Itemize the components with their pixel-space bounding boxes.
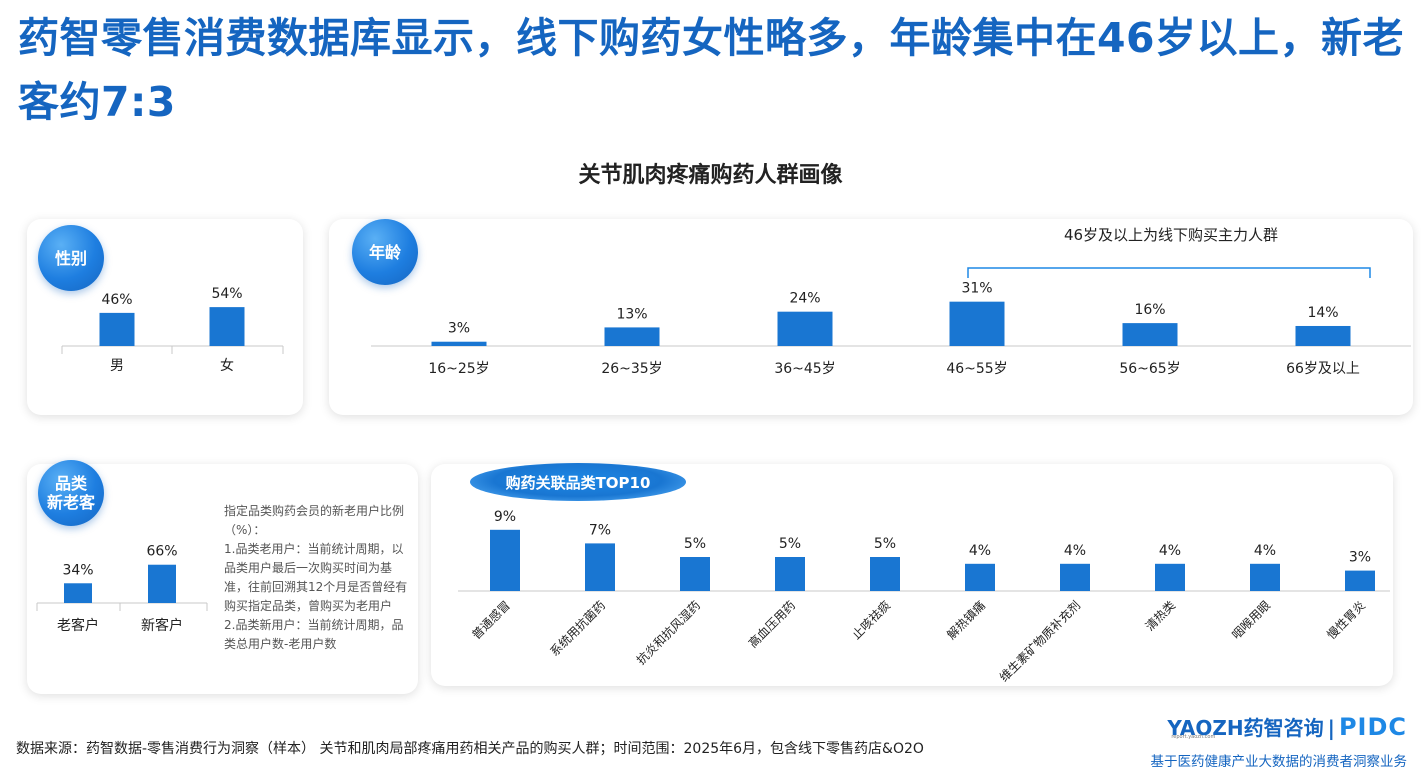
age-bar: [1122, 323, 1178, 346]
customer-bar: [64, 583, 92, 603]
age-category-label: 56~65岁: [1119, 361, 1180, 377]
related-value-label: 5%: [684, 536, 706, 552]
chart-subtitle: 关节肌肉疼痛购药人群画像: [578, 163, 843, 188]
related-bar: [1155, 563, 1185, 591]
brand-cn: 药智咨询: [1243, 716, 1324, 740]
customer-bar: [148, 564, 176, 603]
related-value-label: 9%: [494, 509, 516, 525]
age-value-label: 31%: [961, 281, 992, 297]
age-bar: [1295, 325, 1351, 346]
related-value-label: 4%: [1159, 543, 1181, 559]
gender-value-label: 54%: [211, 286, 242, 302]
brand-separator: |: [1327, 716, 1335, 740]
age-value-label: 16%: [1134, 302, 1165, 318]
related-category-label: 咽喉用眼: [1229, 598, 1273, 642]
brand-tagline: 基于医药健康产业大数据的消费者洞察业务: [1150, 754, 1408, 770]
age-bar: [431, 341, 487, 346]
age-bar: [777, 311, 833, 346]
related-bar: [1250, 563, 1280, 591]
gender-category-label: 男: [110, 358, 124, 374]
related-category-label: 维生素矿物质补充剂: [996, 598, 1083, 685]
customer-category-label: 新客户: [141, 617, 183, 634]
age-card: [329, 219, 1413, 415]
gender-value-label: 46%: [101, 292, 132, 308]
age-bar: [604, 327, 660, 346]
age-value-label: 3%: [448, 321, 470, 337]
page-title: 药智零售消费数据库显示，线下购药女性略多，年龄集中在46岁以上，新老客约7:3: [18, 14, 1405, 126]
related-bar: [965, 563, 995, 591]
related-bar: [585, 543, 615, 591]
gender-bar: [99, 312, 135, 346]
customer-value-label: 34%: [62, 562, 93, 578]
related-value-label: 3%: [1349, 550, 1371, 566]
related-value-label: 5%: [779, 536, 801, 552]
customer-value-label: 66%: [146, 544, 177, 560]
related-category-label: 慢性胃炎: [1324, 598, 1368, 642]
age-annotation: 46岁及以上为线下购买主力人群: [1063, 226, 1279, 244]
related-category-label: 普通感冒: [469, 598, 514, 643]
gender-bar: [209, 307, 245, 346]
brand-logo: YAOZH药智咨询 | PIDC report.yaozh.com: [1167, 712, 1407, 741]
related-category-label: 清热类: [1143, 598, 1178, 633]
age-category-label: 26~35岁: [601, 361, 662, 377]
related-category-label: 系统用抗菌药: [547, 598, 609, 660]
age-badge: 年龄: [352, 219, 418, 285]
related-value-label: 4%: [1064, 543, 1086, 559]
age-category-label: 36~45岁: [774, 361, 835, 377]
age-bar: [949, 301, 1005, 346]
age-category-label: 16~25岁: [428, 361, 489, 377]
customer-category-label: 老客户: [57, 617, 99, 634]
related-bar: [870, 557, 900, 591]
related-value-label: 4%: [1254, 543, 1276, 559]
related-badge: 购药关联品类TOP10: [470, 463, 686, 501]
related-bar: [680, 557, 710, 591]
related-category-label: 高血压用药: [745, 598, 798, 651]
related-category-label: 解热镇痛: [944, 598, 989, 643]
brand-url: report.yaozh.com: [1171, 734, 1216, 740]
age-category-label: 46~55岁: [946, 361, 1007, 377]
customer-definition-note: 指定品类购药会员的新老用户比例（%）： 1.品类老用户：当前统计周期，以品类用户…: [224, 504, 408, 651]
age-category-label: 66岁及以上: [1286, 361, 1360, 377]
gender-category-label: 女: [220, 357, 234, 374]
age-value-label: 14%: [1307, 305, 1338, 321]
data-source-footer: 数据来源：药智数据-零售消费行为洞察（样本） 关节和肌肉局部疼痛用药相关产品的购…: [16, 741, 924, 757]
brand-pidc: PIDC: [1338, 713, 1407, 741]
related-value-label: 5%: [874, 536, 896, 552]
age-value-label: 24%: [789, 291, 820, 307]
related-value-label: 7%: [589, 522, 611, 538]
age-bracket: [967, 267, 1371, 278]
age-value-label: 13%: [616, 306, 647, 322]
related-bar: [1060, 563, 1090, 591]
related-value-label: 4%: [969, 543, 991, 559]
customer-badge: 品类 新老客: [38, 460, 104, 526]
related-bar: [490, 529, 520, 591]
brand-en: YAOZH: [1167, 716, 1244, 740]
related-bar: [1345, 570, 1375, 591]
gender-badge: 性别: [38, 225, 104, 291]
related-category-label: 止咳祛痰: [849, 598, 894, 643]
related-category-label: 抗炎和抗风湿药: [633, 598, 703, 668]
related-bar: [775, 557, 805, 591]
